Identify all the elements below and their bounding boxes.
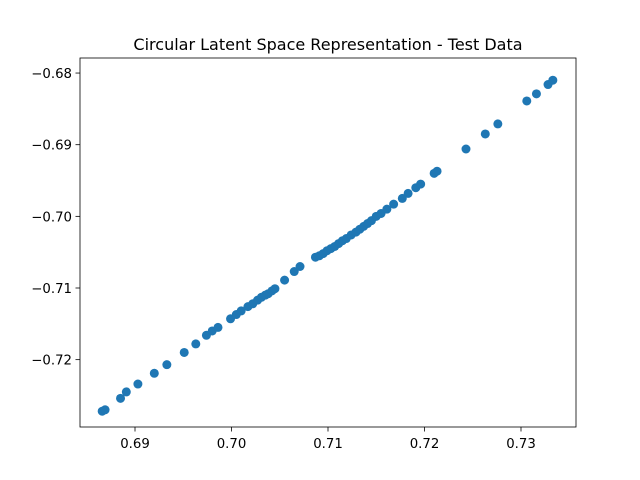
data-point — [270, 284, 280, 294]
y-tick-label: −0.71 — [31, 282, 72, 297]
y-tick-label: −0.68 — [31, 67, 72, 82]
y-tick-label: −0.70 — [31, 210, 72, 225]
data-point — [382, 204, 392, 214]
data-point — [493, 119, 503, 129]
data-point — [432, 166, 442, 176]
data-point — [531, 89, 541, 99]
data-point — [133, 379, 143, 389]
data-point — [121, 387, 131, 397]
data-point — [162, 360, 172, 370]
data-point — [191, 339, 201, 349]
data-point — [149, 368, 159, 378]
data-point — [295, 262, 305, 271]
data-point — [116, 393, 126, 403]
y-tick-label: −0.69 — [31, 139, 72, 154]
data-point — [100, 405, 110, 415]
data-point — [522, 96, 532, 106]
points-layer — [97, 75, 558, 416]
x-tick-label: 0.73 — [506, 437, 536, 452]
chart-title: Circular Latent Space Representation - T… — [133, 35, 522, 54]
data-point — [179, 347, 189, 357]
data-point — [236, 306, 246, 316]
x-tick-label: 0.72 — [410, 437, 440, 452]
data-point — [389, 199, 399, 209]
x-tick-label: 0.70 — [217, 437, 247, 452]
x-tick-label: 0.69 — [120, 437, 150, 452]
data-point — [416, 179, 426, 189]
data-point — [280, 275, 290, 285]
ticks-layer: 0.69 0.70 0.71 0.72 0.73 −0.68 −0.69 −0.70 −0.71… — [31, 67, 536, 452]
data-point — [213, 322, 223, 332]
data-point — [548, 75, 558, 85]
data-point — [403, 188, 413, 198]
y-tick-label: −0.72 — [31, 354, 72, 369]
data-point — [480, 129, 490, 139]
x-tick-label: 0.71 — [313, 437, 343, 452]
data-point — [461, 144, 471, 154]
plot-frame — [79, 57, 577, 428]
